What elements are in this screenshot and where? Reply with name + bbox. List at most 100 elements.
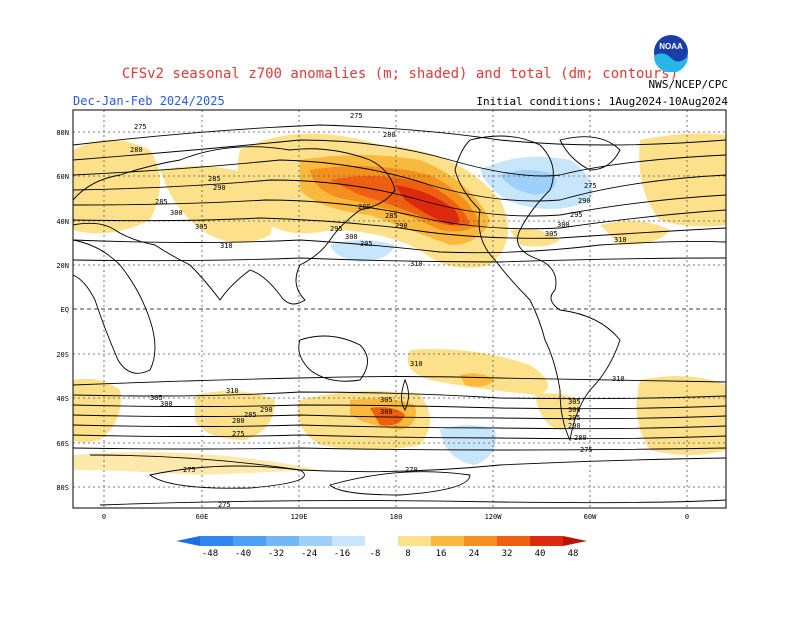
svg-text:305: 305	[360, 240, 373, 248]
svg-text:60W: 60W	[584, 513, 597, 521]
svg-text:310: 310	[220, 242, 233, 250]
svg-text:280: 280	[232, 417, 245, 425]
svg-text:275: 275	[232, 430, 245, 438]
svg-text:275: 275	[218, 501, 231, 509]
svg-text:305: 305	[568, 398, 581, 406]
colorbar-label: -48	[202, 549, 218, 559]
svg-text:270: 270	[405, 466, 418, 474]
svg-text:0: 0	[685, 513, 689, 521]
contour-labels: 275 275 280 280 285 290 285 300 305 310 …	[130, 112, 627, 509]
svg-text:285: 285	[244, 411, 257, 419]
colorbar-labels: -48 -40 -32 -24 -16 -8 8 16 24 32 40 48	[202, 549, 579, 559]
initial-conditions-label: Initial conditions: 1Aug2024-10Aug2024	[476, 95, 728, 108]
colorbar-label: -24	[301, 549, 317, 559]
colorbar-arrow-left	[176, 536, 200, 546]
height-contours	[73, 124, 726, 506]
svg-text:275: 275	[183, 466, 196, 474]
colorbar-label: -16	[334, 549, 350, 559]
latitude-labels: 80N 60N 40N 20N EQ 20S 40S 60S 80S	[56, 129, 69, 492]
svg-text:275: 275	[134, 123, 147, 131]
svg-text:290: 290	[213, 184, 226, 192]
svg-text:285: 285	[208, 175, 221, 183]
colorbar-box	[398, 536, 431, 546]
svg-text:305: 305	[545, 230, 558, 238]
svg-text:310: 310	[614, 236, 627, 244]
svg-text:60E: 60E	[196, 513, 209, 521]
colorbar-box	[365, 536, 398, 546]
svg-text:290: 290	[568, 422, 581, 430]
colorbar-label: -40	[235, 549, 251, 559]
svg-text:40N: 40N	[56, 218, 69, 226]
colorbar-box	[200, 536, 233, 546]
svg-text:295: 295	[330, 225, 343, 233]
svg-text:290: 290	[395, 222, 408, 230]
svg-text:300: 300	[568, 406, 581, 414]
svg-text:80N: 80N	[56, 129, 69, 137]
colorbar-box	[530, 536, 563, 546]
agency-label: NWS/NCEP/CPC	[648, 78, 728, 91]
season-label: Dec-Jan-Feb 2024/2025	[73, 94, 225, 108]
svg-text:275: 275	[350, 112, 363, 120]
svg-text:300: 300	[380, 408, 393, 416]
svg-text:310: 310	[226, 387, 239, 395]
svg-text:0: 0	[102, 513, 106, 521]
colorbar-box	[431, 536, 464, 546]
svg-text:280: 280	[130, 146, 143, 154]
svg-text:310: 310	[612, 375, 625, 383]
colorbar-box	[464, 536, 497, 546]
colorbar-box	[266, 536, 299, 546]
svg-text:80S: 80S	[56, 484, 69, 492]
svg-text:300: 300	[557, 221, 570, 229]
svg-text:280: 280	[383, 131, 396, 139]
svg-text:310: 310	[410, 360, 423, 368]
noaa-logo: NOAA	[652, 33, 690, 72]
colorbar-arrow-right	[563, 536, 587, 546]
anomaly-shading	[73, 133, 726, 475]
svg-text:300: 300	[345, 233, 358, 241]
svg-text:295: 295	[568, 414, 581, 422]
svg-text:60S: 60S	[56, 440, 69, 448]
svg-text:305: 305	[150, 394, 163, 402]
svg-text:285: 285	[155, 198, 168, 206]
colorbar-box	[299, 536, 332, 546]
svg-text:305: 305	[380, 396, 393, 404]
svg-text:EQ: EQ	[61, 306, 69, 314]
noaa-logo-text: NOAA	[659, 42, 683, 51]
svg-text:120W: 120W	[485, 513, 503, 521]
svg-text:290: 290	[260, 406, 273, 414]
colorbar-label: 16	[436, 549, 447, 559]
colorbar-box	[332, 536, 365, 546]
svg-text:120E: 120E	[291, 513, 308, 521]
svg-text:180: 180	[390, 513, 403, 521]
svg-text:20N: 20N	[56, 262, 69, 270]
coastlines	[73, 135, 726, 473]
colorbar-label: -8	[370, 549, 381, 559]
svg-text:300: 300	[160, 400, 173, 408]
svg-text:280: 280	[574, 434, 587, 442]
colorbar-label: 32	[502, 549, 513, 559]
svg-text:275: 275	[584, 182, 597, 190]
colorbar-label: -32	[268, 549, 284, 559]
longitude-labels: 0 60E 120E 180 120W 60W 0	[102, 513, 689, 521]
map-title: CFSv2 seasonal z700 anomalies (m; shaded…	[121, 66, 679, 82]
svg-text:295: 295	[570, 211, 583, 219]
colorbar-label: 8	[405, 549, 410, 559]
svg-text:280: 280	[358, 203, 371, 211]
svg-text:275: 275	[580, 446, 593, 454]
svg-text:300: 300	[170, 209, 183, 217]
colorbar-label: 40	[535, 549, 546, 559]
colorbar-label: 48	[568, 549, 579, 559]
colorbar-box	[233, 536, 266, 546]
colorbar-box	[497, 536, 530, 546]
map-frame	[72, 109, 727, 509]
svg-text:310: 310	[410, 260, 423, 268]
svg-text:285: 285	[385, 212, 398, 220]
colorbar-boxes	[176, 536, 587, 546]
svg-text:60N: 60N	[56, 173, 69, 181]
svg-text:290: 290	[578, 197, 591, 205]
svg-text:40S: 40S	[56, 395, 69, 403]
colorbar-label: 24	[469, 549, 480, 559]
svg-text:20S: 20S	[56, 351, 69, 359]
